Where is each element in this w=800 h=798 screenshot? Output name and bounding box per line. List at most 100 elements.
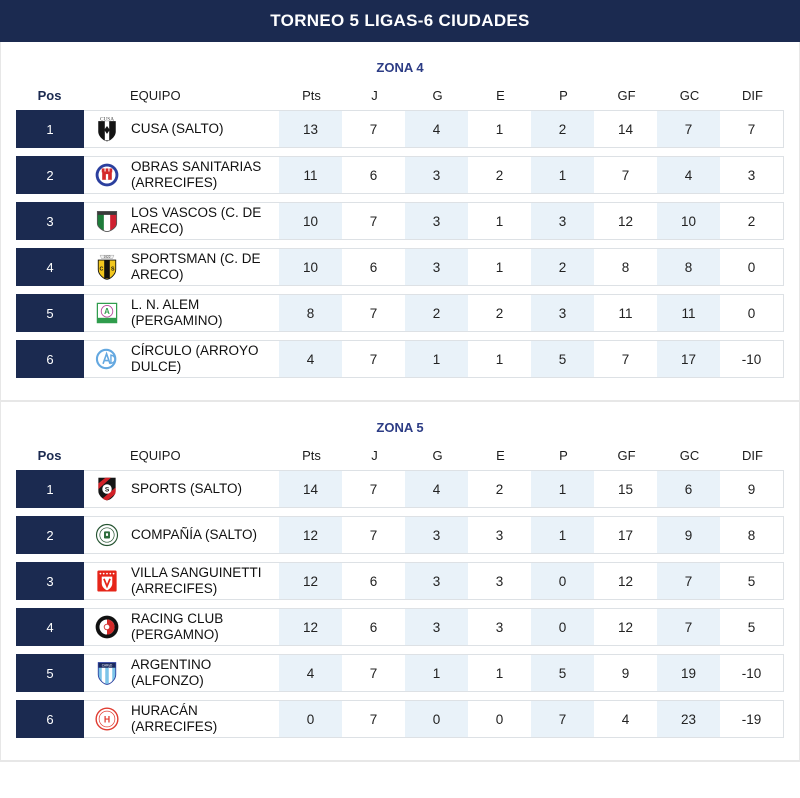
col-header-pos: Pos: [37, 88, 62, 103]
stat-g: 3: [405, 157, 468, 193]
stat-gc: 6: [657, 471, 720, 507]
stat-p: 5: [531, 655, 594, 691]
table-row: 4 1922 C S SPORTSMAN (C. DE ARECO) 10 6 3 1 2 8…: [16, 248, 784, 286]
col-header-p: P: [559, 88, 568, 103]
stat-pts: 12: [279, 563, 342, 599]
stat-gc: 19: [657, 655, 720, 691]
stat-dif: 5: [747, 619, 756, 635]
stat-p: 3: [531, 295, 594, 331]
table-row: 3 LOS VASCOS (C. DE ARECO) 10 7 3 1 3 12 10 2: [16, 202, 784, 240]
stat-g: 0: [405, 701, 468, 737]
stat-gf: 12: [617, 213, 634, 229]
section-divider: [1, 760, 799, 762]
stat-p: 0: [531, 609, 594, 645]
stat-pts: 4: [279, 655, 342, 691]
stat-e: 2: [495, 481, 504, 497]
stat-g: 3: [405, 249, 468, 285]
team-name: ARGENTINO (ALFONZO): [131, 657, 212, 688]
page-title: TORNEO 5 LIGAS-6 CIUDADES: [270, 11, 530, 30]
stat-gf: 15: [617, 481, 634, 497]
team-name: LOS VASCOS (C. DE ARECO): [131, 205, 262, 236]
stat-p: 1: [531, 157, 594, 193]
stat-g: 4: [405, 471, 468, 507]
racing-crest-icon: [84, 609, 129, 645]
table-row: 5 A L. N. ALEM (PERGAMINO) 8 7 2 2 3 11 11 0: [16, 294, 784, 332]
stat-g: 4: [405, 111, 468, 147]
argentino-crest-icon: CARyD: [84, 655, 129, 691]
stat-pts: 8: [279, 295, 342, 331]
stat-dif: 0: [747, 259, 756, 275]
standings-rows: 1 CUSA CUSA (SALTO) 13 7 4 1 2 14 7 7 2 OBRAS S…: [16, 110, 784, 378]
team-name: HURACÁN (ARRECIFES): [131, 703, 218, 734]
stat-e: 3: [495, 619, 504, 635]
position-cell: 1: [16, 110, 84, 148]
stat-p: 3: [531, 203, 594, 239]
col-header-logo-spacer: [83, 88, 128, 103]
standings-rows: 1 S SPORTS (SALTO) 14 7 4 2 1 15 6 9 2 COMPAÑÍA…: [16, 470, 784, 738]
team-name: SPORTSMAN (C. DE ARECO): [131, 251, 261, 282]
stat-pts: 0: [279, 701, 342, 737]
position-cell: 4: [16, 248, 84, 286]
stat-p: 5: [531, 341, 594, 377]
stat-pts: 14: [279, 471, 342, 507]
stat-g: 3: [405, 517, 468, 553]
col-header-pts: Pts: [302, 448, 321, 463]
position-cell: 1: [16, 470, 84, 508]
table-row: 5 CARyD ARGENTINO (ALFONZO) 4 7 1 1 5 9 19 -10: [16, 654, 784, 692]
stat-pts: 11: [279, 157, 342, 193]
table-row: 4 RACING CLUB (PERGAMNO) 12 6 3 3 0 12 7 5: [16, 608, 784, 646]
title-bar: TORNEO 5 LIGAS-6 CIUDADES: [0, 0, 800, 42]
stat-gc: 7: [657, 111, 720, 147]
stat-gf: 12: [617, 619, 634, 635]
team-name: RACING CLUB (PERGAMNO): [131, 611, 224, 642]
team-name: VILLA SANGUINETTI (ARRECIFES): [131, 565, 262, 596]
stat-gc: 9: [657, 517, 720, 553]
col-header-pos: Pos: [37, 448, 62, 463]
position-cell: 3: [16, 562, 84, 600]
stat-j: 6: [369, 167, 378, 183]
stat-j: 7: [369, 213, 378, 229]
zone-title: ZONA 4: [376, 60, 424, 75]
stat-gf: 11: [618, 305, 633, 321]
col-header-gf: GF: [617, 448, 636, 463]
stat-p: 7: [531, 701, 594, 737]
stat-pts: 12: [279, 517, 342, 553]
stat-pts: 10: [279, 249, 342, 285]
stat-dif: -10: [741, 665, 762, 681]
stat-e: 1: [495, 121, 504, 137]
stat-j: 6: [369, 619, 378, 635]
stat-gf: 8: [621, 259, 630, 275]
table-row: 6 CÍRCULO (ARROYO DULCE) 4 7 1 1 5 7 17 -10: [16, 340, 784, 378]
section-divider: [1, 400, 799, 402]
team-name: L. N. ALEM (PERGAMINO): [131, 297, 223, 328]
col-header-g: G: [432, 448, 443, 463]
col-header-equipo: EQUIPO: [130, 88, 181, 103]
table-header-row: Pos EQUIPO Pts J G E P GF GC DIF: [16, 448, 784, 463]
villa-sanguinetti-crest-icon: [84, 563, 129, 599]
sports-crest-icon: S: [84, 471, 129, 507]
obras-sanitarias-crest-icon: [84, 157, 129, 193]
svg-text:CARyD: CARyD: [101, 663, 112, 667]
zone-title: ZONA 5: [376, 420, 424, 435]
stat-gc: 17: [657, 341, 720, 377]
team-name: SPORTS (SALTO): [131, 481, 243, 496]
stat-e: 2: [495, 305, 504, 321]
stat-j: 6: [369, 573, 378, 589]
stat-gf: 9: [621, 665, 630, 681]
stat-e: 3: [495, 573, 504, 589]
col-header-gc: GC: [679, 88, 700, 103]
position-cell: 3: [16, 202, 84, 240]
position-cell: 2: [16, 156, 84, 194]
team-name: CÍRCULO (ARROYO DULCE): [131, 343, 259, 374]
stat-gf: 7: [621, 167, 630, 183]
stat-gf: 14: [617, 121, 634, 137]
huracan-crest-icon: H: [84, 701, 129, 737]
stat-p: 0: [531, 563, 594, 599]
stat-g: 3: [405, 609, 468, 645]
stat-gc: 4: [657, 157, 720, 193]
stat-gf: 12: [617, 573, 634, 589]
svg-text:S: S: [104, 486, 109, 493]
stat-g: 3: [405, 563, 468, 599]
stat-gc: 8: [657, 249, 720, 285]
stat-p: 1: [531, 517, 594, 553]
